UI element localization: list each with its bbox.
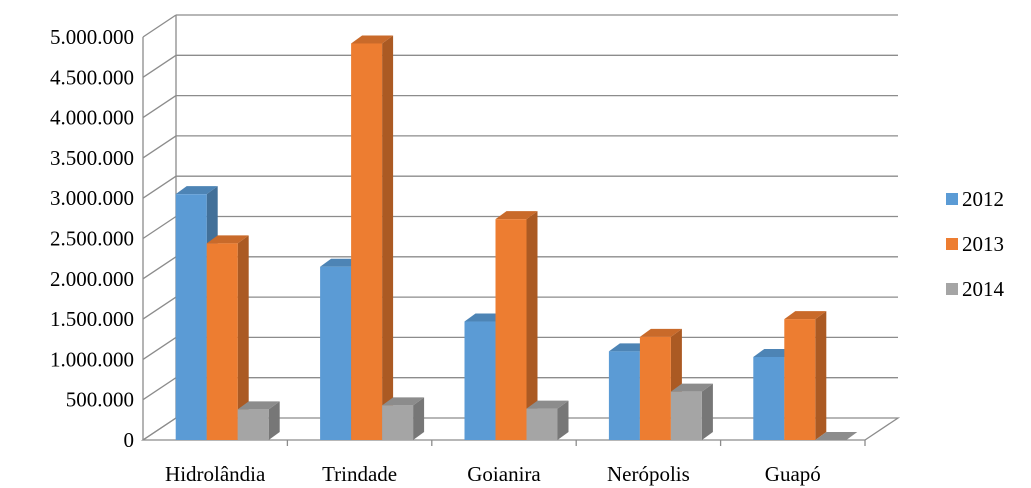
- bar-top: [495, 211, 538, 220]
- y-tick-label: 3.000.000: [50, 186, 134, 210]
- bar-top: [206, 235, 249, 244]
- bar-side: [815, 311, 827, 440]
- y-tick-label: 3.500.000: [50, 146, 134, 170]
- x-axis-categories: Hidrolândia Trindade Goianira Nerópolis Guap…: [165, 462, 821, 486]
- bar: [495, 211, 538, 440]
- bar-front: [608, 351, 640, 440]
- gridline-side: [142, 54, 177, 78]
- legend-swatch: [946, 193, 958, 205]
- bar-front: [784, 319, 816, 440]
- x-category-label: Goianira: [467, 462, 541, 486]
- bar: [784, 311, 827, 440]
- bar-front: [351, 43, 383, 440]
- bar-top: [175, 186, 218, 195]
- bar: [382, 397, 425, 440]
- bar-front: [175, 194, 207, 440]
- bar-front: [206, 243, 238, 440]
- y-tick-label: 4.500.000: [50, 65, 134, 89]
- x-category-label: Trindade: [322, 462, 397, 486]
- gridline-side: [142, 135, 177, 159]
- bar-side: [557, 400, 569, 440]
- bar-top: [351, 35, 394, 44]
- bar-front: [237, 409, 269, 440]
- y-tick-label: 1.000.000: [50, 347, 134, 371]
- bar-side: [526, 211, 538, 440]
- y-axis-ticks: 0 500.000 1.000.000 1.500.000 2.000.000 2.500…: [50, 25, 134, 452]
- y-tick-label: 500.000: [66, 388, 134, 412]
- bar-front: [670, 391, 702, 440]
- y-tick-label: 0: [124, 428, 135, 452]
- y-tick-label: 1.500.000: [50, 307, 134, 331]
- bar-front: [320, 266, 352, 440]
- bar-side: [701, 383, 713, 440]
- bar-front: [639, 336, 671, 440]
- bar: [351, 35, 394, 441]
- bar-top: [639, 328, 682, 337]
- legend-label: 2013: [962, 232, 1004, 256]
- bar-side: [268, 401, 280, 440]
- legend-label: 2012: [962, 187, 1004, 211]
- bar-side: [237, 235, 249, 440]
- legend-swatch: [946, 283, 958, 295]
- bar: [526, 400, 569, 440]
- gridline-side: [142, 377, 177, 401]
- x-category-label: Nerópolis: [607, 462, 690, 486]
- bar-front: [526, 408, 558, 440]
- gridline-side: [142, 336, 177, 360]
- bar-front: [753, 356, 785, 440]
- bar: [815, 432, 858, 440]
- gridline-side: [142, 256, 177, 280]
- gridline-side: [142, 296, 177, 320]
- gridline-side: [142, 95, 177, 119]
- y-tick-label: 5.000.000: [50, 25, 134, 49]
- y-tick-label: 4.000.000: [50, 106, 134, 130]
- gridline-side: [142, 215, 177, 240]
- bar-top: [526, 400, 569, 409]
- legend-label: 2014: [962, 277, 1005, 301]
- bar-top: [784, 311, 827, 320]
- bar-top: [237, 401, 280, 410]
- bar-front: [382, 405, 414, 440]
- bar-top: [382, 397, 425, 406]
- bar: [206, 235, 249, 440]
- legend-swatch: [946, 238, 958, 250]
- y-tick-label: 2.500.000: [50, 227, 134, 251]
- bar: [237, 401, 280, 440]
- legend: 2012 2013 2014: [946, 187, 1005, 301]
- bar-top: [815, 432, 858, 440]
- bars: [175, 35, 858, 441]
- bar-side: [413, 397, 425, 440]
- bar-front: [495, 219, 527, 440]
- bar-side: [382, 35, 394, 441]
- bar-front: [464, 321, 496, 440]
- x-category-label: Guapó: [765, 462, 821, 486]
- gridline-side: [142, 175, 177, 199]
- gridline-side: [142, 14, 177, 38]
- y-tick-label: 2.000.000: [50, 267, 134, 291]
- x-category-label: Hidrolândia: [165, 462, 266, 486]
- bar: [670, 383, 713, 440]
- bar-top: [670, 383, 713, 392]
